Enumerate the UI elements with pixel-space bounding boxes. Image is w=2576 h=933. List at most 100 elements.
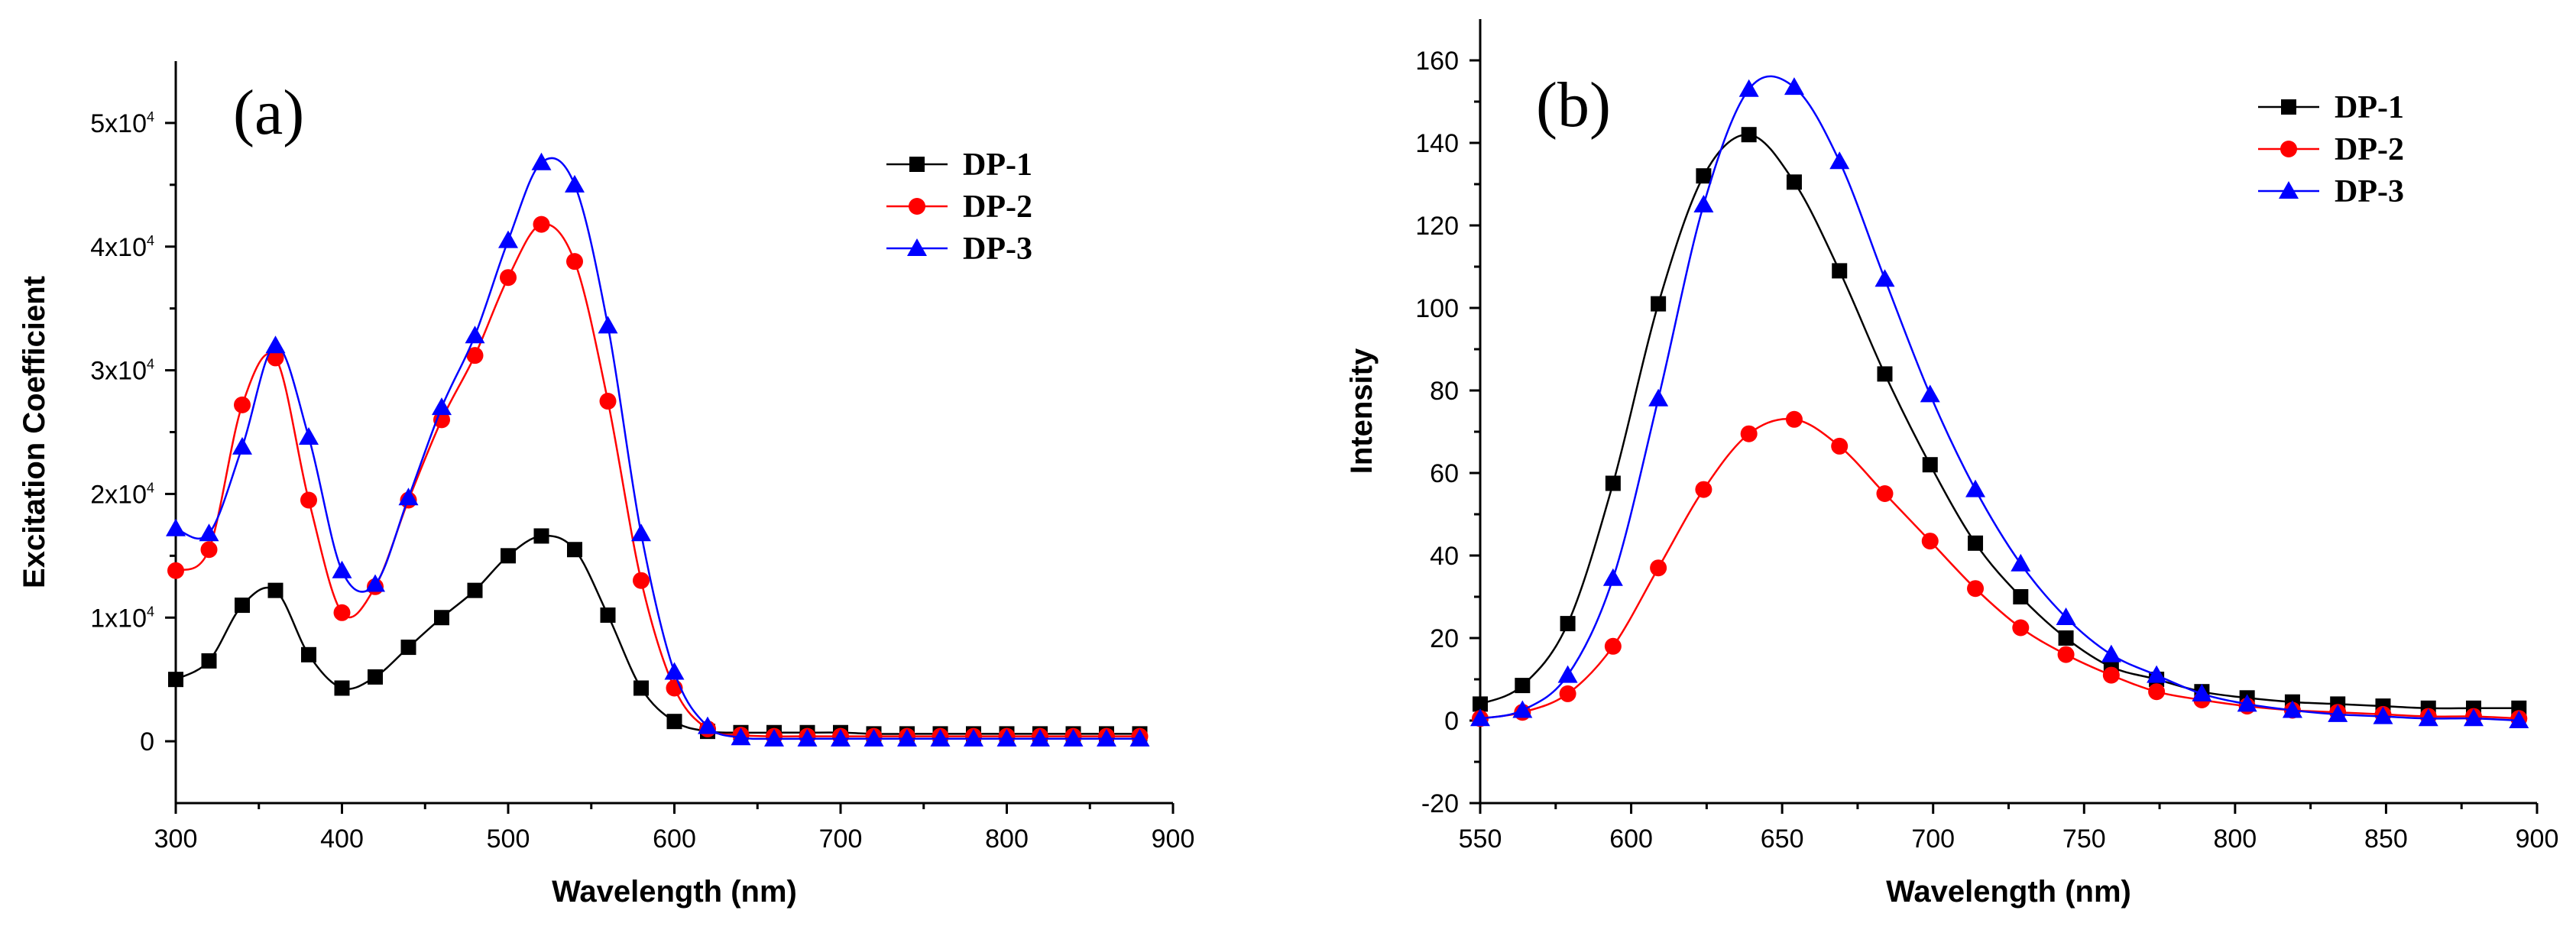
data-point — [334, 680, 350, 696]
data-point — [1876, 485, 1894, 502]
data-point — [1648, 388, 1669, 407]
data-point — [1693, 195, 1714, 212]
x-tick-label: 700 — [819, 824, 863, 854]
data-point — [1605, 475, 1621, 491]
legend-entry: DP-3 — [2258, 174, 2404, 209]
data-point — [2192, 683, 2212, 701]
x-tick-label: 650 — [1761, 824, 1804, 854]
x-axis-title: Wavelength (nm) — [1886, 875, 2131, 909]
data-point — [567, 542, 582, 558]
data-point — [731, 727, 751, 746]
data-point — [599, 393, 617, 410]
data-point — [301, 646, 316, 662]
y-tick-label-base: 1x10 — [90, 604, 147, 633]
data-point — [631, 523, 651, 542]
data-point — [2057, 646, 2075, 663]
y-tick-label-exponent: 4 — [147, 357, 154, 372]
series-DP-1 — [1473, 127, 2527, 716]
data-point — [1829, 151, 1850, 170]
data-point — [498, 230, 518, 248]
data-point — [1785, 410, 1803, 428]
data-point — [897, 728, 917, 747]
data-point — [664, 662, 685, 680]
legend-label: DP-3 — [963, 232, 1032, 267]
y-tick-label: 40 — [1430, 542, 1459, 571]
data-point — [1030, 728, 1050, 747]
x-tick-label: 800 — [2213, 824, 2257, 854]
legend-label: DP-3 — [2335, 174, 2404, 209]
y-tick-label: 120 — [1415, 212, 1459, 241]
data-point — [333, 604, 351, 621]
data-point — [267, 582, 284, 598]
y-tick-label: 2x104 — [90, 480, 154, 509]
data-point — [1696, 168, 1712, 184]
legend-marker — [909, 157, 925, 172]
panel-b-intensity-chart: 550 600 650 700 750 800 850 900 -20 0 20 40 60 80 100 1… — [1345, 19, 2558, 909]
data-point — [1784, 77, 1804, 96]
legend-entry: DP-2 — [886, 190, 1032, 225]
y-tick-label: 1x104 — [90, 604, 154, 633]
data-point — [797, 728, 818, 747]
data-point — [2058, 630, 2074, 646]
data-point — [1877, 366, 1893, 382]
y-tick-label: 5x104 — [90, 109, 154, 138]
series-line — [1479, 75, 2519, 722]
series-line — [1479, 133, 2519, 710]
x-tick-label: 600 — [1609, 824, 1653, 854]
data-point — [1968, 535, 1984, 551]
x-tick-label: 900 — [1152, 824, 1195, 854]
y-tick-label: 100 — [1415, 294, 1459, 323]
data-point — [299, 426, 319, 445]
data-point — [300, 491, 317, 509]
data-point — [332, 560, 352, 578]
data-point — [199, 523, 219, 542]
data-point — [1604, 637, 1622, 655]
data-point — [2418, 708, 2438, 727]
y-tick-label: 0 — [1444, 707, 1459, 736]
data-point — [1560, 616, 1576, 632]
data-point — [1741, 127, 1757, 143]
x-tick-label: 600 — [653, 824, 696, 854]
y-tick-label-exponent: 4 — [147, 604, 154, 619]
data-point — [2011, 553, 2031, 572]
legend-entry: DP-3 — [886, 232, 1032, 267]
x-tick-label: 800 — [985, 824, 1029, 854]
y-tick-label: 160 — [1415, 47, 1459, 76]
data-point — [565, 174, 585, 193]
series-DP-1 — [168, 528, 1148, 742]
data-point — [1695, 481, 1712, 498]
data-point — [265, 335, 286, 354]
data-point — [168, 672, 183, 688]
series-DP-2 — [1472, 410, 2528, 727]
y-tick-label: 0 — [140, 727, 154, 756]
data-point — [666, 714, 682, 730]
data-point — [533, 215, 550, 233]
data-point — [432, 397, 452, 416]
panel-label: (b) — [1536, 70, 1611, 141]
data-point — [831, 728, 851, 747]
data-point — [167, 562, 184, 579]
data-point — [1650, 559, 1667, 577]
data-point — [400, 640, 416, 656]
data-point — [466, 347, 484, 364]
data-point — [964, 728, 983, 747]
data-point — [2509, 711, 2529, 728]
y-tick-label-base: 5x10 — [90, 109, 147, 138]
data-point — [633, 572, 650, 589]
data-point — [2373, 706, 2393, 724]
y-tick-label-base: 2x10 — [90, 480, 147, 509]
y-tick-label: 60 — [1430, 459, 1459, 488]
data-point — [598, 316, 618, 334]
x-tick-label: 850 — [2364, 824, 2408, 854]
data-point — [1874, 269, 1895, 287]
data-point — [1470, 708, 1490, 727]
data-point — [1559, 685, 1576, 702]
data-point — [234, 396, 251, 413]
data-point — [501, 548, 516, 564]
data-point — [1602, 568, 1623, 586]
y-tick-label-base: 3x10 — [90, 357, 147, 386]
x-tick-label: 700 — [1911, 824, 1955, 854]
x-tick-label: 900 — [2516, 824, 2559, 854]
x-tick-label: 300 — [154, 824, 198, 854]
data-point — [1063, 728, 1084, 747]
